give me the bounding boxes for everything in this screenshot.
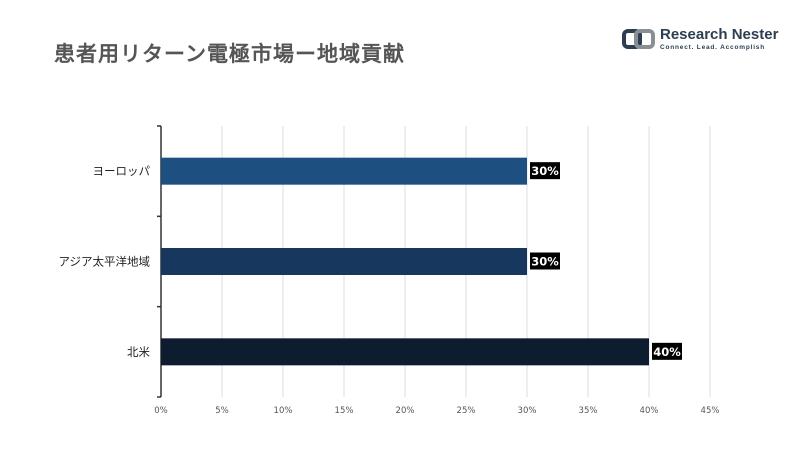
x-tick-label: 35% xyxy=(579,406,598,416)
data-label: 30% xyxy=(531,255,559,269)
bar xyxy=(161,248,527,275)
x-tick-label: 25% xyxy=(457,406,476,416)
logo-tagline: Connect. Lead. Accomplish xyxy=(660,44,765,51)
logo-icon xyxy=(622,29,655,49)
data-label-box xyxy=(530,162,560,180)
data-label: 40% xyxy=(653,345,681,359)
x-tick-label: 30% xyxy=(518,406,537,416)
bar xyxy=(161,157,527,185)
y-category-label: ヨーロッパ xyxy=(93,164,151,178)
data-label: 30% xyxy=(531,164,559,178)
x-tick-label: 45% xyxy=(701,406,720,416)
y-category-label: 北米 xyxy=(127,345,150,359)
data-label-box xyxy=(652,342,682,360)
x-tick-label: 0% xyxy=(154,406,168,416)
x-tick-label: 5% xyxy=(215,406,229,416)
x-tick-label: 40% xyxy=(640,406,659,416)
y-category-label: アジア太平洋地域 xyxy=(58,255,150,269)
logo-name: Research Nester xyxy=(660,26,779,43)
chart-title: 患者用リターン電極市場ー地域貢献 xyxy=(54,42,405,66)
bar xyxy=(161,338,649,366)
x-tick-label: 10% xyxy=(274,406,293,416)
x-tick-label: 15% xyxy=(335,406,354,416)
research-nester-logo: Research Nester Connect. Lead. Accomplis… xyxy=(622,26,778,56)
x-tick-label: 20% xyxy=(396,406,415,416)
data-label-box xyxy=(530,252,560,270)
